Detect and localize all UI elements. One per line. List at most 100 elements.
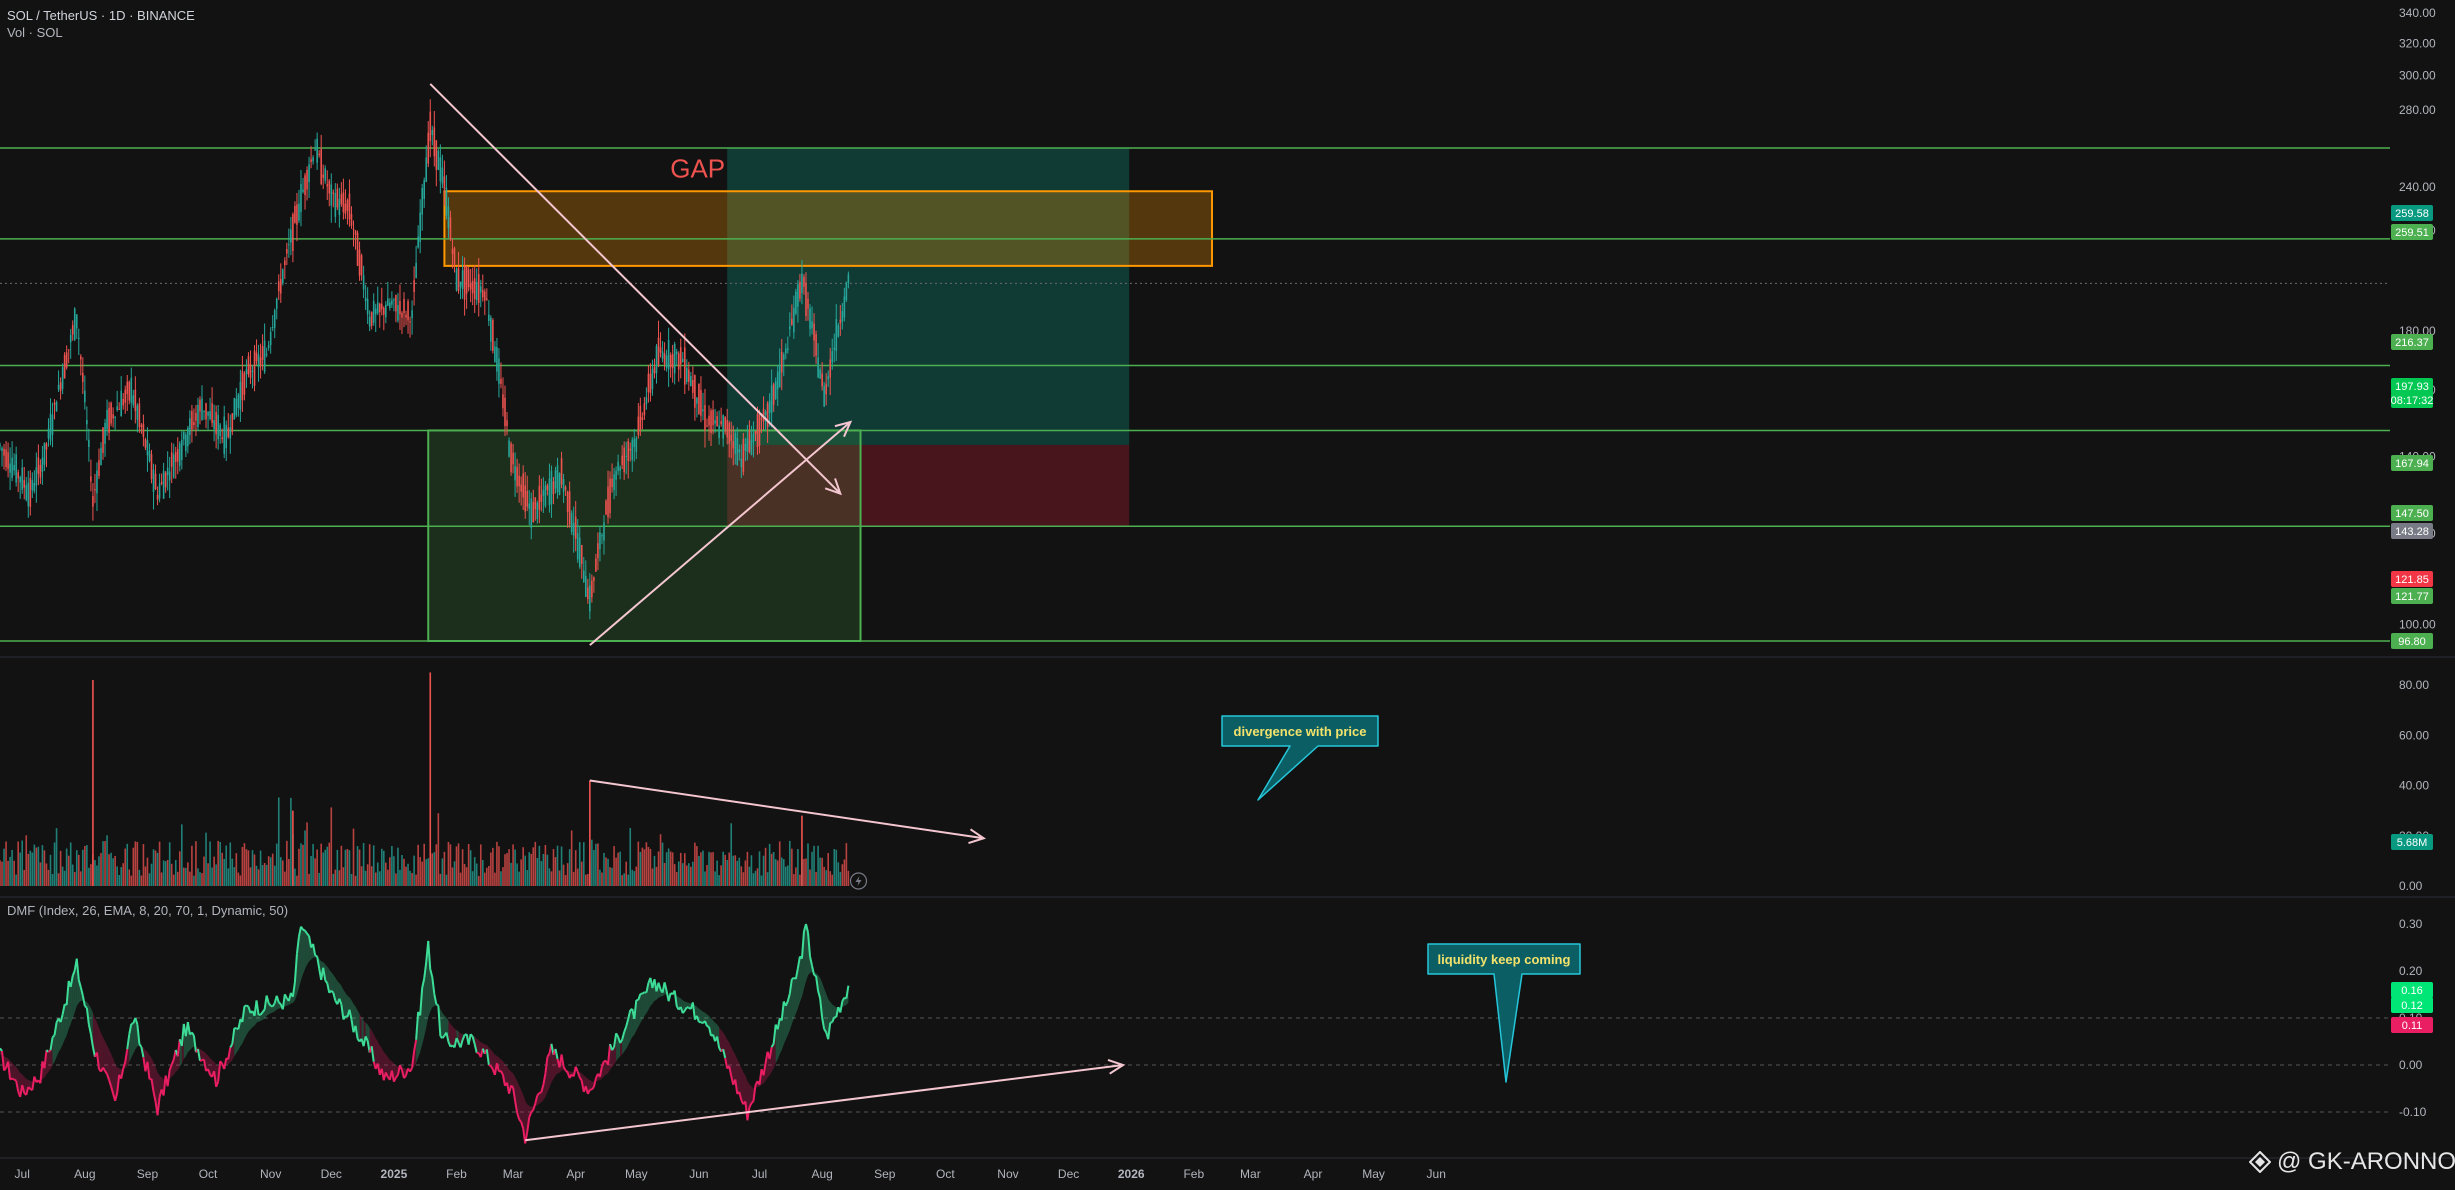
dmf-line-segment [752, 1084, 757, 1102]
volume-bar [536, 857, 539, 886]
dmf-last-badge-bg [2391, 1017, 2433, 1033]
candle-body [213, 420, 215, 430]
price-level-badge: 08:17:32 [2391, 395, 2434, 407]
candle-body [223, 416, 226, 454]
volume-bar [257, 869, 260, 886]
volume-bar [833, 848, 836, 886]
dmf-fill-segment [48, 1050, 51, 1072]
volume-bar [784, 866, 787, 886]
dmf-fill-segment [644, 992, 647, 1017]
price-axis-tick: 300.00 [2399, 69, 2436, 83]
dmf-line-segment [104, 1070, 108, 1075]
volume-bar [526, 869, 529, 886]
dmf-line-segment [786, 993, 791, 1002]
candle-body [486, 298, 488, 300]
dmf-line-segment [633, 999, 638, 1020]
volume-bar [688, 863, 690, 886]
candle-body [61, 367, 64, 389]
dmf-fill-segment [379, 1045, 382, 1075]
volume-bar [235, 853, 238, 886]
dmf-pane-title: DMF (Index, 26, EMA, 8, 20, 70, 1, Dynam… [7, 903, 289, 918]
volume-bar [368, 844, 371, 886]
candle-body [629, 448, 632, 451]
volume-bar [653, 855, 656, 886]
dmf-line-segment [546, 1053, 551, 1058]
candle-body [589, 585, 591, 612]
volume-bar [473, 857, 476, 886]
candle-body [86, 420, 88, 425]
candle-body [813, 323, 815, 341]
dmf-line-segment [800, 931, 805, 959]
candle-body [459, 281, 462, 288]
volume-bar [661, 842, 664, 886]
volume-bar [774, 859, 777, 886]
volume-bar [839, 872, 842, 886]
dmf-line-segment [598, 1066, 603, 1078]
volume-bar [764, 847, 767, 886]
dmf-line-segment [11, 1077, 15, 1081]
dmf-fill-segment [12, 1062, 15, 1080]
price-level-badge: 121.77 [2395, 591, 2429, 603]
dmf-line-segment [821, 1017, 826, 1030]
volume-bar [162, 860, 165, 886]
candle-body [5, 449, 7, 468]
candle-body [168, 471, 171, 481]
dmf-fill-segment [642, 992, 645, 1020]
volume-bar [106, 835, 108, 886]
dmf-line-segment [116, 1074, 121, 1094]
candle-body [649, 373, 652, 393]
dmf-line-segment [560, 1054, 565, 1067]
volume-bar [524, 855, 526, 886]
candle-body [837, 325, 840, 337]
dmf-line-segment [84, 1005, 88, 1009]
price-level-badge-bg [2391, 571, 2433, 587]
candle-body [368, 316, 371, 327]
candle-body [439, 157, 442, 182]
volume-bar [237, 872, 240, 886]
candle-body [688, 369, 690, 382]
dmf-line-segment [411, 1050, 416, 1068]
dmf-line-segment [314, 954, 318, 958]
candle-body [211, 403, 213, 424]
dmf-line-segment [578, 1076, 583, 1082]
candle-body [548, 478, 551, 506]
candle-body [623, 447, 625, 473]
candle-body [809, 308, 811, 330]
volume-bar [203, 856, 205, 886]
candle-body [647, 373, 650, 393]
volume-bar [538, 845, 541, 886]
candle-body [245, 369, 248, 375]
price-trendline [589, 421, 852, 646]
volume-bar [635, 866, 638, 886]
candle-body [17, 472, 19, 479]
candle-body [576, 533, 579, 560]
volume-bar [322, 852, 324, 886]
time-axis-tick: Aug [811, 1167, 832, 1181]
volume-bar [770, 853, 773, 886]
dmf-line-segment [89, 1034, 94, 1048]
dmf-line-segment [841, 997, 846, 1002]
candle-body [819, 369, 821, 379]
candle-body [374, 308, 377, 315]
candle-body [13, 464, 15, 471]
time-axis-tick: Feb [1183, 1167, 1204, 1181]
volume-bar [376, 862, 379, 886]
volume-bar [164, 861, 167, 886]
candle-body [237, 394, 240, 408]
candle-body [162, 470, 165, 499]
dmf-axis-tick: 0.20 [2399, 964, 2423, 978]
candle-body [322, 174, 324, 178]
volume-bar [488, 865, 490, 886]
volume-bar [401, 855, 403, 886]
dmf-line-segment [536, 1092, 541, 1096]
volume-bar [708, 851, 710, 886]
dmf-line-segment [540, 1084, 545, 1093]
dmf-line-segment [53, 1022, 58, 1036]
candle-body [532, 502, 535, 523]
dmf-last-badge-bg [2391, 997, 2433, 1013]
candle-body [429, 111, 432, 142]
volume-bar [421, 861, 423, 886]
volume-bar [700, 852, 702, 886]
volume-bar [746, 851, 749, 886]
